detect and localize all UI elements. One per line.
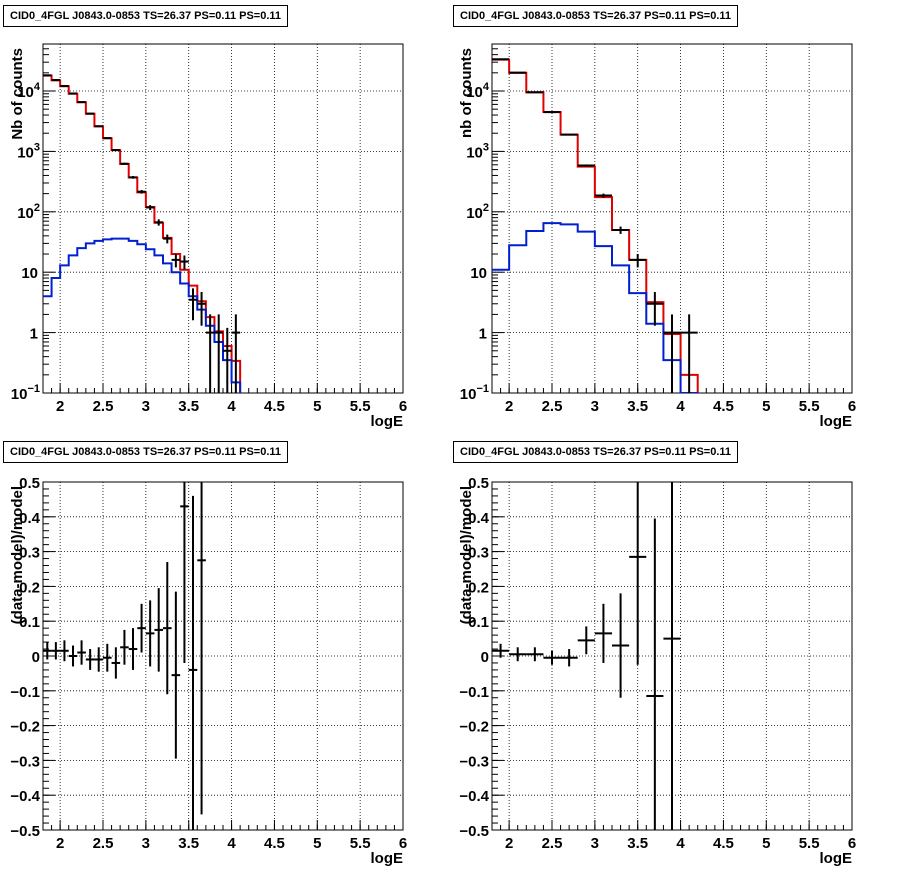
x-tick-label: 3	[591, 398, 599, 415]
y-axis-label: (data-model)/model	[458, 486, 475, 624]
x-tick-label: 2.5	[542, 398, 563, 415]
y-tick-label: 1	[30, 326, 38, 343]
chart-title: CID0_4FGL J0843.0-0853 TS=26.37 PS=0.11 …	[3, 5, 289, 27]
x-tick-label: 5	[313, 835, 321, 852]
y-tick-label: −0.5	[459, 823, 489, 840]
y-tick-label: 0.5	[19, 475, 40, 492]
y-tick-label: −0.4	[10, 788, 40, 805]
x-tick-label: 3	[591, 835, 599, 852]
chart-title: CID0_4FGL J0843.0-0853 TS=26.37 PS=0.11 …	[3, 441, 289, 463]
x-axis-label: logE	[820, 413, 853, 430]
x-tick-label: 2.5	[93, 835, 114, 852]
x-axis-label: logE	[371, 413, 404, 430]
x-tick-label: 2	[505, 398, 513, 415]
y-tick-label: −0.1	[10, 684, 40, 701]
y-tick-label: −0.5	[10, 823, 40, 840]
y-tick-label: −0.1	[459, 684, 489, 701]
model-source-line	[43, 237, 242, 393]
y-tick-label: 0.3	[468, 545, 489, 562]
x-tick-label: 4.5	[713, 835, 734, 852]
y-tick-label: 102	[17, 202, 40, 222]
y-tick-label: 0.2	[19, 579, 40, 596]
x-tick-label: 2.5	[93, 398, 114, 415]
x-tick-label: 6	[848, 835, 856, 852]
pad-top-right: 2 2.5 3 3.5 4 4.5 5 5.5 6 logE 10−1 1 10 102 103 104 nb …	[449, 0, 898, 437]
chart-title: CID0_4FGL J0843.0-0853 TS=26.37 PS=0.11 …	[453, 441, 739, 463]
y-tick-label: 102	[466, 202, 489, 222]
plot-area	[492, 58, 699, 393]
y-tick-label: −0.3	[10, 753, 40, 770]
x-tick-label: 2	[56, 835, 64, 852]
y-axis-label: nb of counts	[458, 48, 475, 138]
x-tick-label: 3.5	[627, 835, 648, 852]
x-tick-label: 5	[313, 398, 321, 415]
x-tick-label: 5	[762, 835, 770, 852]
y-tick-label: 103	[466, 141, 489, 161]
pad-top-left: 2 2.5 3 3.5 4 4.5 5 5.5 6 logE 10−1 1 10 102 103 104 Nb …	[0, 0, 449, 437]
y-tick-label: 0.2	[468, 579, 489, 596]
x-tick-label: 4.5	[713, 398, 734, 415]
x-tick-label: 5.5	[799, 835, 820, 852]
x-tick-label: 6	[399, 398, 407, 415]
y-tick-label: 0	[32, 649, 40, 666]
x-tick-label: 5.5	[799, 398, 820, 415]
y-tick-label: 0.5	[468, 475, 489, 492]
y-tick-label: −0.3	[459, 753, 489, 770]
y-tick-label: −0.4	[459, 788, 489, 805]
y-tick-label: 104	[466, 81, 490, 101]
y-tick-label: 10−1	[460, 383, 489, 403]
x-tick-label: 5	[762, 398, 770, 415]
x-tick-label: 4.5	[264, 835, 285, 852]
x-tick-label: 5.5	[350, 398, 371, 415]
y-tick-label: 0.1	[19, 614, 40, 631]
plot-area	[43, 74, 242, 393]
y-tick-label: 104	[17, 81, 41, 101]
x-tick-label: 2	[56, 398, 64, 415]
x-tick-label: 4	[676, 835, 685, 852]
x-axis-label: logE	[371, 850, 404, 867]
plot-area	[43, 482, 206, 830]
x-tick-label: 3.5	[178, 835, 199, 852]
pad-bottom-left: 2 2.5 3 3.5 4 4.5 5 5.5 6 logE −0.5 −0.4 −0.3 −0.2 −0.…	[0, 437, 449, 875]
pad-bottom-right: 2 2.5 3 3.5 4 4.5 5 5.5 6 logE −0.5 −0.4 −0.3 −0.2 −0.…	[449, 437, 898, 875]
x-tick-label: 6	[399, 835, 407, 852]
x-tick-label: 6	[848, 398, 856, 415]
y-tick-label: 10	[470, 265, 487, 282]
y-tick-label: −0.2	[10, 719, 40, 736]
x-axis-label: logE	[820, 850, 853, 867]
y-tick-label: −0.2	[459, 719, 489, 736]
y-axis-label: (data-model)/model	[9, 486, 26, 624]
x-tick-label: 3.5	[627, 398, 648, 415]
chart-title: CID0_4FGL J0843.0-0853 TS=26.37 PS=0.11 …	[453, 5, 739, 27]
y-tick-label: 103	[17, 141, 40, 161]
x-tick-label: 4	[227, 398, 236, 415]
x-tick-label: 3	[142, 398, 150, 415]
x-tick-label: 2.5	[542, 835, 563, 852]
y-tick-label: 0.3	[19, 545, 40, 562]
x-tick-label: 3.5	[178, 398, 199, 415]
y-tick-label: 0.4	[19, 510, 41, 527]
model-source-line	[492, 222, 699, 393]
y-tick-label: 1	[479, 326, 487, 343]
y-tick-label: 0.1	[468, 614, 489, 631]
x-tick-label: 3	[142, 835, 150, 852]
y-axis-label: Nb of counts	[9, 48, 26, 140]
x-tick-label: 2	[505, 835, 513, 852]
y-tick-label: 10	[21, 265, 38, 282]
x-tick-label: 4	[227, 835, 236, 852]
x-tick-label: 4.5	[264, 398, 285, 415]
plot-area	[492, 482, 681, 830]
y-tick-label: 0.4	[468, 510, 490, 527]
x-tick-label: 5.5	[350, 835, 371, 852]
y-tick-label: 0	[481, 649, 489, 666]
x-tick-label: 4	[676, 398, 685, 415]
y-tick-label: 10−1	[11, 383, 40, 403]
